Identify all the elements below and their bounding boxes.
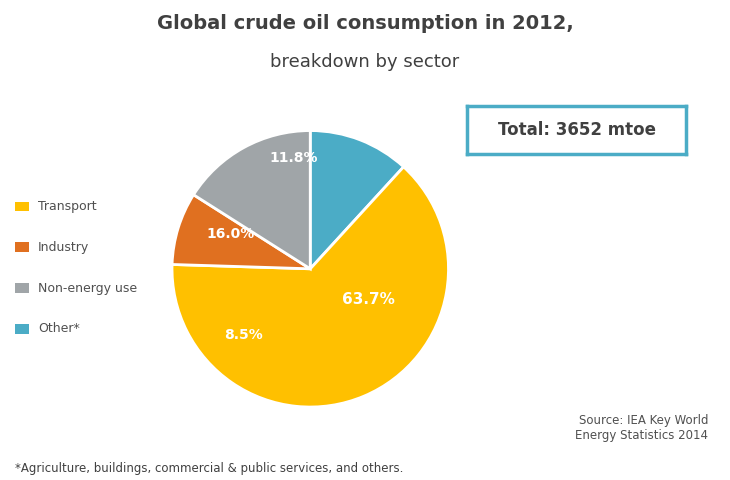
Text: Global crude oil consumption in 2012,: Global crude oil consumption in 2012,: [157, 14, 573, 34]
Text: Transport: Transport: [38, 200, 96, 213]
Text: Other*: Other*: [38, 322, 80, 336]
Text: *Agriculture, buildings, commercial & public services, and others.: *Agriculture, buildings, commercial & pu…: [15, 462, 403, 475]
Wedge shape: [172, 195, 310, 269]
Text: Industry: Industry: [38, 240, 89, 254]
Text: Total: 3652 mtoe: Total: 3652 mtoe: [498, 120, 656, 139]
Text: 8.5%: 8.5%: [225, 328, 264, 342]
Text: Non-energy use: Non-energy use: [38, 281, 137, 295]
Wedge shape: [193, 131, 310, 269]
Wedge shape: [172, 167, 448, 407]
Text: 63.7%: 63.7%: [342, 292, 395, 307]
Wedge shape: [310, 131, 404, 269]
Text: 16.0%: 16.0%: [206, 227, 254, 241]
Text: Source: IEA Key World
Energy Statistics 2014: Source: IEA Key World Energy Statistics …: [575, 414, 708, 442]
Text: breakdown by sector: breakdown by sector: [270, 53, 460, 71]
Text: 11.8%: 11.8%: [269, 151, 318, 165]
